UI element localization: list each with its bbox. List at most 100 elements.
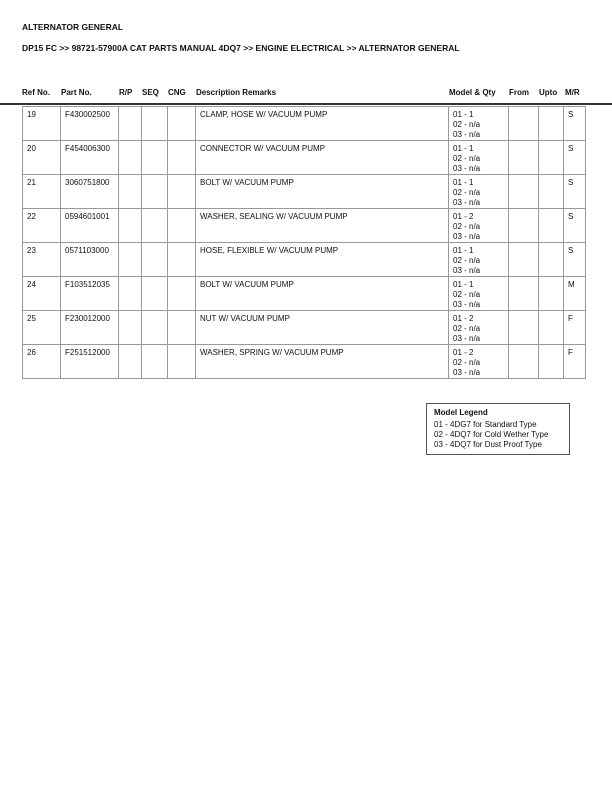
seq-cell: [141, 140, 168, 175]
breadcrumb: DP15 FC >> 98721-57900A CAT PARTS MANUAL…: [22, 43, 460, 53]
parts-table: 19 F430002500 CLAMP, HOSE W/ VACUUM PUMP 01…: [22, 106, 586, 379]
mr-cell: M: [563, 276, 586, 311]
part-no-cell: F251512000: [60, 344, 119, 379]
mr-cell: S: [563, 174, 586, 209]
ref-cell: 20: [22, 140, 61, 175]
description-cell: BOLT W/ VACUUM PUMP: [195, 174, 449, 209]
upto-cell: [538, 106, 564, 141]
cng-cell: [167, 276, 196, 311]
cng-cell: [167, 106, 196, 141]
description-cell: CLAMP, HOSE W/ VACUUM PUMP: [195, 106, 449, 141]
cng-cell: [167, 344, 196, 379]
col-cng: CNG: [168, 88, 186, 97]
upto-cell: [538, 310, 564, 345]
model-qty-cell: 01 - 1 02 - n/a 03 - n/a: [448, 174, 509, 209]
table-row: 25 F230012000 NUT W/ VACUUM PUMP 01 - 2 02 …: [22, 310, 586, 345]
legend-item: 01 - 4DG7 for Standard Type: [434, 420, 537, 429]
table-row: 23 0571103000 HOSE, FLEXIBLE W/ VACUUM PUM…: [22, 242, 586, 277]
seq-cell: [141, 106, 168, 141]
from-cell: [508, 106, 539, 141]
upto-cell: [538, 276, 564, 311]
model-qty-cell: 01 - 1 02 - n/a 03 - n/a: [448, 106, 509, 141]
from-cell: [508, 310, 539, 345]
upto-cell: [538, 174, 564, 209]
cng-cell: [167, 242, 196, 277]
table-header: Ref No. Part No. R/P SEQ CNG Description…: [0, 88, 612, 100]
legend-item: 02 - 4DQ7 for Cold Wether Type: [434, 430, 549, 439]
seq-cell: [141, 242, 168, 277]
rp-cell: [118, 140, 142, 175]
ref-cell: 26: [22, 344, 61, 379]
page-title: ALTERNATOR GENERAL: [22, 22, 124, 32]
col-mr: M/R: [565, 88, 580, 97]
table-row: 26 F251512000 WASHER, SPRING W/ VACUUM PUM…: [22, 344, 586, 379]
part-no-cell: F430002500: [60, 106, 119, 141]
model-qty-cell: 01 - 1 02 - n/a 03 - n/a: [448, 242, 509, 277]
seq-cell: [141, 276, 168, 311]
cng-cell: [167, 140, 196, 175]
from-cell: [508, 174, 539, 209]
table-row: 20 F454006300 CONNECTOR W/ VACUUM PUMP 01 -…: [22, 140, 586, 175]
rp-cell: [118, 310, 142, 345]
from-cell: [508, 140, 539, 175]
upto-cell: [538, 344, 564, 379]
mr-cell: S: [563, 106, 586, 141]
rp-cell: [118, 208, 142, 243]
rp-cell: [118, 276, 142, 311]
model-qty-cell: 01 - 1 02 - n/a 03 - n/a: [448, 140, 509, 175]
part-no-cell: F454006300: [60, 140, 119, 175]
mr-cell: S: [563, 140, 586, 175]
col-rp: R/P: [119, 88, 133, 97]
mr-cell: F: [563, 310, 586, 345]
col-part: Part No.: [61, 88, 92, 97]
col-desc: Description Remarks: [196, 88, 277, 97]
ref-cell: 22: [22, 208, 61, 243]
from-cell: [508, 344, 539, 379]
part-no-cell: 0594601001: [60, 208, 119, 243]
table-row: 21 3060751800 BOLT W/ VACUUM PUMP 01 - 1 02…: [22, 174, 586, 209]
ref-cell: 24: [22, 276, 61, 311]
model-legend: Model Legend 01 - 4DG7 for Standard Type…: [426, 403, 570, 455]
col-ref: Ref No.: [22, 88, 50, 97]
from-cell: [508, 242, 539, 277]
ref-cell: 21: [22, 174, 61, 209]
table-row: 19 F430002500 CLAMP, HOSE W/ VACUUM PUMP 01…: [22, 106, 586, 141]
model-qty-cell: 01 - 2 02 - n/a 03 - n/a: [448, 344, 509, 379]
rp-cell: [118, 174, 142, 209]
description-cell: NUT W/ VACUUM PUMP: [195, 310, 449, 345]
rp-cell: [118, 242, 142, 277]
table-row: 24 F103512035 BOLT W/ VACUUM PUMP 01 - 1 02…: [22, 276, 586, 311]
rp-cell: [118, 344, 142, 379]
col-model: Model & Qty: [449, 88, 496, 97]
table-row: 22 0594601001 WASHER, SEALING W/ VACUUM PU…: [22, 208, 586, 243]
rp-cell: [118, 106, 142, 141]
seq-cell: [141, 310, 168, 345]
cng-cell: [167, 174, 196, 209]
cng-cell: [167, 208, 196, 243]
model-qty-cell: 01 - 1 02 - n/a 03 - n/a: [448, 276, 509, 311]
upto-cell: [538, 242, 564, 277]
description-cell: CONNECTOR W/ VACUUM PUMP: [195, 140, 449, 175]
upto-cell: [538, 140, 564, 175]
ref-cell: 23: [22, 242, 61, 277]
mr-cell: S: [563, 242, 586, 277]
description-cell: HOSE, FLEXIBLE W/ VACUUM PUMP: [195, 242, 449, 277]
part-no-cell: F230012000: [60, 310, 119, 345]
col-seq: SEQ: [142, 88, 159, 97]
mr-cell: S: [563, 208, 586, 243]
seq-cell: [141, 208, 168, 243]
part-no-cell: 0571103000: [60, 242, 119, 277]
legend-item: 03 - 4DQ7 for Dust Proof Type: [434, 440, 542, 449]
description-cell: BOLT W/ VACUUM PUMP: [195, 276, 449, 311]
from-cell: [508, 208, 539, 243]
part-no-cell: F103512035: [60, 276, 119, 311]
seq-cell: [141, 174, 168, 209]
description-cell: WASHER, SEALING W/ VACUUM PUMP: [195, 208, 449, 243]
legend-title: Model Legend: [434, 408, 488, 417]
part-no-cell: 3060751800: [60, 174, 119, 209]
col-from: From: [509, 88, 529, 97]
model-qty-cell: 01 - 2 02 - n/a 03 - n/a: [448, 208, 509, 243]
ref-cell: 19: [22, 106, 61, 141]
seq-cell: [141, 344, 168, 379]
ref-cell: 25: [22, 310, 61, 345]
